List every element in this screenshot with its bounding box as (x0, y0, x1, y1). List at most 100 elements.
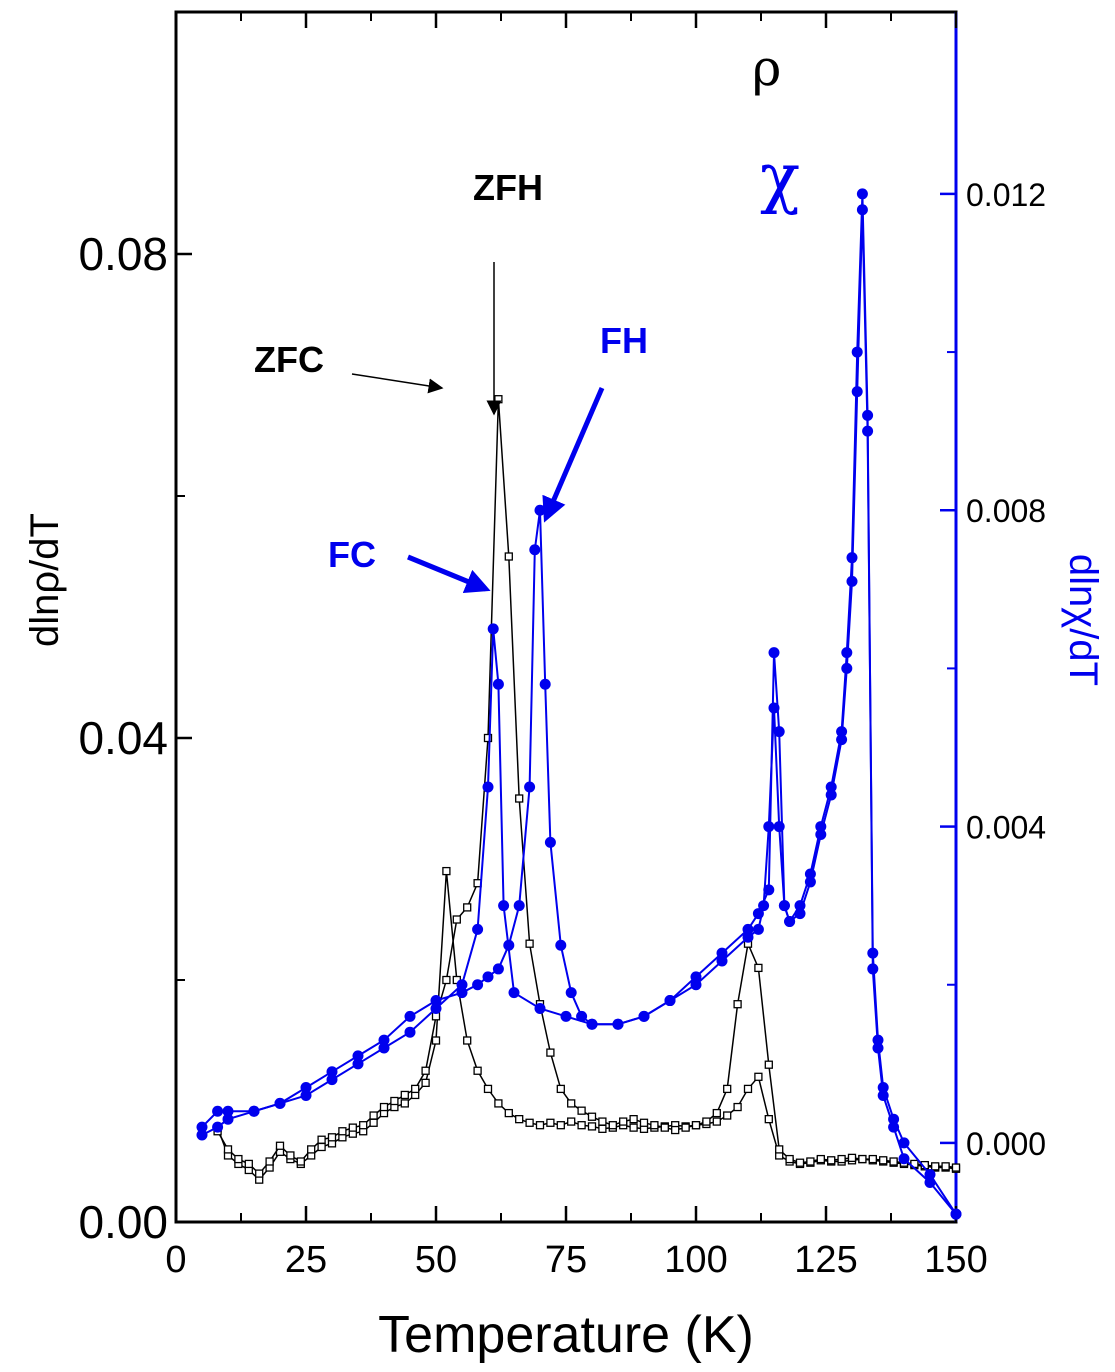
data-point (431, 1036, 441, 1045)
data-point (222, 1105, 234, 1117)
data-point (482, 781, 494, 793)
data-point (300, 1089, 312, 1101)
data-point (483, 1084, 493, 1094)
data-point (524, 781, 536, 793)
data-point (275, 1141, 285, 1150)
data-point (858, 1154, 867, 1164)
data-point (712, 1108, 721, 1118)
data-point (359, 1121, 368, 1130)
data-point (889, 1157, 898, 1166)
data-point (862, 425, 874, 437)
data-point (212, 1105, 224, 1117)
data-point (754, 1072, 763, 1081)
rho-series-1 (213, 395, 961, 1178)
data-point (639, 1118, 649, 1127)
data-point (196, 1129, 208, 1141)
data-point (752, 923, 764, 935)
data-point (483, 733, 493, 743)
data-point (598, 1117, 607, 1126)
data-point (327, 1133, 337, 1142)
x-tick-label: 100 (664, 1239, 727, 1281)
data-point (556, 1084, 565, 1094)
data-point (638, 1010, 650, 1022)
data-point (837, 1154, 846, 1164)
data-point (784, 915, 796, 927)
y-left-tick-label: 0.04 (78, 712, 168, 764)
data-point (326, 1074, 338, 1086)
data-point (806, 1157, 815, 1166)
data-point (492, 963, 504, 975)
data-point (587, 1112, 597, 1121)
data-point (702, 1117, 711, 1126)
data-point (691, 1121, 701, 1130)
data-point (773, 726, 785, 738)
data-point (222, 1113, 234, 1125)
data-point (473, 1066, 482, 1075)
legend-chi: χ (760, 139, 800, 216)
annotation-fc: FC (328, 534, 376, 575)
data-point (369, 1111, 378, 1120)
x-tick-label: 75 (545, 1239, 587, 1281)
data-point (690, 971, 702, 983)
data-point (567, 1099, 576, 1108)
data-point (690, 979, 702, 991)
data-point (300, 1082, 312, 1094)
data-point (463, 1036, 472, 1045)
data-point (851, 386, 863, 398)
data-point (317, 1142, 326, 1152)
y-right-tick-label: 0.004 (966, 810, 1046, 846)
data-point (804, 876, 816, 888)
data-point (577, 1106, 586, 1115)
data-point (931, 1162, 940, 1171)
data-point (442, 975, 451, 985)
data-point (856, 204, 868, 216)
data-point (525, 939, 534, 948)
data-point (255, 1169, 264, 1178)
data-point (498, 900, 510, 912)
data-point (950, 1208, 962, 1220)
annotation-fh-arrow (542, 387, 605, 523)
data-point (456, 979, 468, 991)
data-point (619, 1117, 628, 1126)
data-point (472, 979, 484, 991)
data-point (535, 1121, 545, 1130)
data-point (716, 947, 728, 959)
data-point (504, 1108, 513, 1118)
data-point (379, 1102, 389, 1112)
data-point (733, 1102, 742, 1112)
x-axis-label: Temperature (K) (378, 1306, 754, 1364)
data-point (629, 1123, 638, 1132)
data-point (525, 1118, 534, 1127)
data-point (586, 1018, 598, 1030)
chi-series-3 (196, 204, 962, 1220)
data-point (515, 1115, 524, 1124)
data-point (494, 395, 503, 404)
data-point (629, 1115, 638, 1124)
x-tick-label: 50 (415, 1239, 457, 1281)
data-point (608, 1121, 617, 1130)
data-point (513, 900, 525, 912)
data-point (664, 995, 676, 1007)
y-axis-label-left: dlnρ/dT (23, 513, 67, 647)
data-point (816, 1154, 825, 1164)
data-point (352, 1058, 364, 1070)
data-point (778, 900, 790, 912)
data-point (898, 1137, 910, 1149)
data-point (463, 903, 472, 912)
data-point (472, 923, 484, 935)
y-right-tick-label: 0.008 (966, 493, 1046, 529)
data-point (763, 884, 775, 896)
data-point (456, 987, 468, 999)
data-point (265, 1157, 274, 1166)
data-point (587, 1122, 597, 1131)
data-point (846, 575, 858, 587)
annotation-zfc: ZFC (254, 339, 324, 380)
data-point (307, 1145, 316, 1154)
data-point (421, 1078, 430, 1087)
data-point (795, 1158, 805, 1167)
y-right-tick-label: 0.000 (966, 1126, 1046, 1162)
y-right-tick-label: 0.012 (966, 177, 1046, 213)
data-point (223, 1145, 233, 1154)
data-point (681, 1123, 690, 1132)
